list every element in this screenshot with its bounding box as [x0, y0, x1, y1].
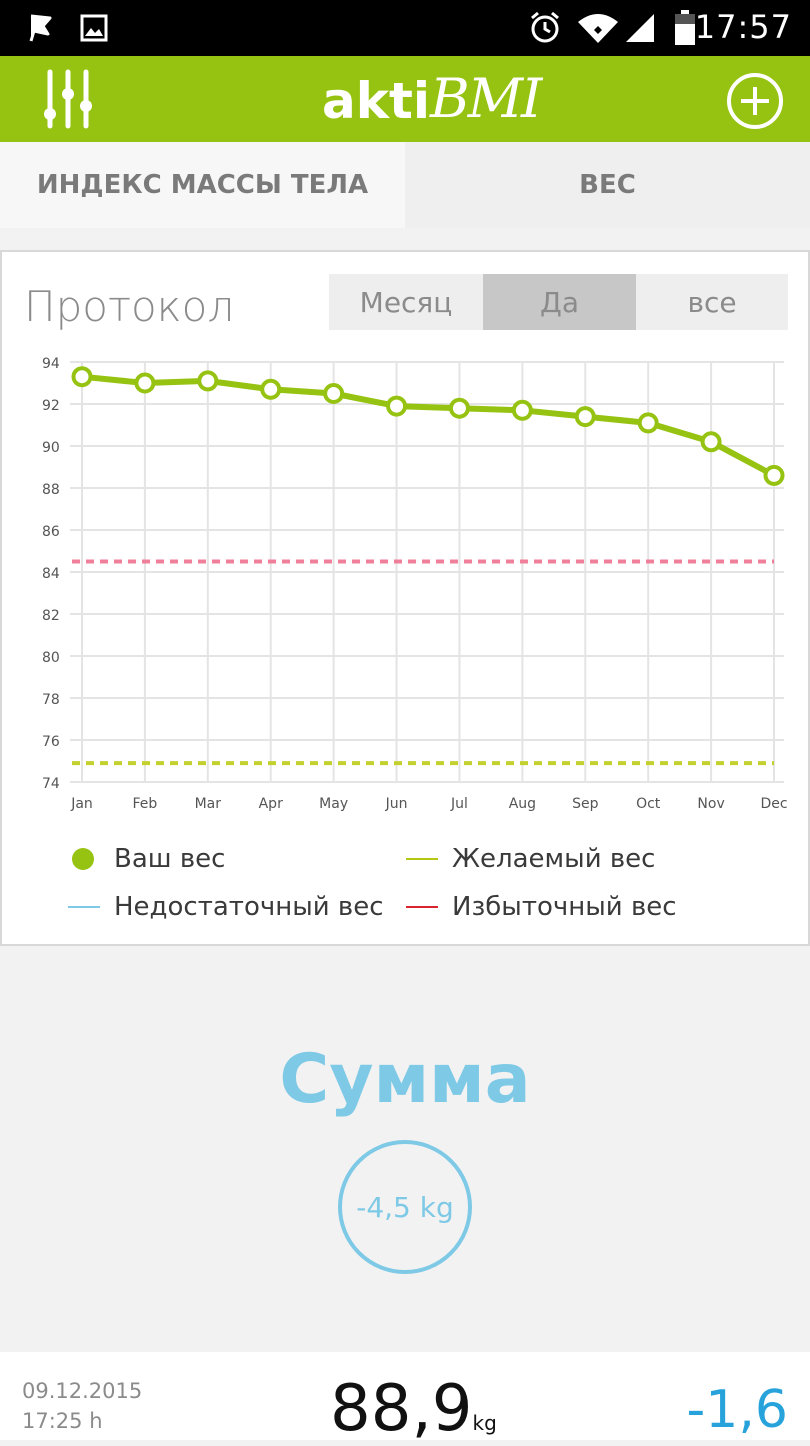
wifi-icon — [578, 14, 618, 43]
entry-weight: 88,9kg — [330, 1372, 497, 1446]
chart-title: Протокол — [24, 282, 235, 331]
data-point — [323, 383, 345, 404]
y-tick-label: 92 — [42, 398, 60, 414]
x-tick-label: Jul — [450, 796, 468, 812]
y-tick-label: 84 — [42, 566, 60, 582]
app-bar: akti BMI — [0, 56, 810, 142]
summary-title: Сумма — [279, 1040, 531, 1119]
range-all-button[interactable]: все — [636, 274, 788, 330]
entry-row[interactable]: 09.12.2015 17:25 h 88,9kg -1,6 — [0, 1352, 810, 1446]
x-tick-label: Nov — [697, 796, 724, 812]
x-tick-label: Aug — [509, 796, 536, 812]
summary-panel: Сумма -4,5 kg — [0, 980, 810, 1320]
y-tick-label: 88 — [42, 482, 60, 498]
legend-label: Желаемый вес — [452, 844, 656, 874]
x-tick-label: Mar — [195, 796, 222, 812]
app-logo: akti BMI — [322, 67, 542, 130]
data-point — [574, 406, 596, 428]
legend-line-icon — [406, 858, 438, 860]
x-tick-label: Feb — [133, 796, 158, 812]
y-tick-label: 90 — [42, 440, 60, 456]
y-tick-label: 82 — [42, 608, 60, 624]
x-tick-label: Oct — [636, 796, 661, 812]
data-point — [134, 372, 156, 394]
x-tick-label: Jun — [385, 796, 408, 812]
legend-overweight: Избыточный вес — [406, 892, 677, 922]
legend-label: Ваш вес — [114, 844, 226, 874]
logo-italic: BMI — [430, 67, 542, 130]
y-tick-label: 76 — [42, 734, 60, 750]
legend-underweight: Недостаточный вес — [68, 892, 384, 922]
data-point — [511, 399, 533, 421]
range-year-button[interactable]: Да — [483, 274, 636, 330]
summary-total-badge: -4,5 kg — [338, 1140, 472, 1274]
alarm-icon — [531, 11, 559, 43]
tab-bmi[interactable]: ИНДЕКС МАССЫ ТЕЛА — [0, 142, 405, 228]
x-tick-label: Dec — [760, 796, 787, 812]
plus-circle-icon[interactable] — [726, 72, 784, 130]
y-tick-label: 74 — [42, 776, 60, 792]
status-bar: 17:57 — [0, 0, 810, 56]
y-tick-label: 78 — [42, 692, 60, 708]
entry-date: 09.12.2015 — [22, 1379, 143, 1403]
data-point — [448, 397, 470, 419]
legend-target-weight: Желаемый вес — [406, 844, 655, 874]
status-time: 17:57 — [694, 8, 792, 46]
entry-delta: -1,6 — [686, 1380, 788, 1440]
legend-dot-icon — [72, 848, 94, 870]
data-point — [260, 378, 282, 400]
chart-card: Протокол Месяц Да все 74 76 78 80 82 84 86 88 90… — [0, 250, 810, 946]
y-tick-label: 80 — [42, 650, 60, 666]
data-point — [763, 464, 785, 486]
legend-line-icon — [68, 906, 100, 908]
data-point — [197, 370, 219, 392]
y-tick-label: 94 — [42, 356, 60, 372]
x-tick-label: May — [319, 796, 348, 812]
logo-bold: akti — [322, 72, 431, 130]
x-tick-label: Sep — [572, 796, 599, 812]
tab-weight[interactable]: ВЕС — [579, 170, 636, 200]
data-point — [637, 412, 659, 434]
entry-weight-unit: kg — [472, 1411, 497, 1435]
data-point — [700, 431, 722, 453]
entry-weight-value: 88,9 — [330, 1372, 473, 1446]
legend-label: Недостаточный вес — [114, 892, 384, 922]
range-month-button[interactable]: Месяц — [329, 274, 483, 330]
data-point — [71, 366, 93, 388]
weight-chart: 74 76 78 80 82 84 86 88 90 92 94 Jan Feb Mar Apr May Jun… — [42, 356, 788, 812]
signal-icon — [626, 14, 654, 42]
x-tick-label: Jan — [70, 796, 93, 812]
series-line-your-weight — [81, 373, 776, 479]
entry-time: 17:25 h — [22, 1409, 103, 1433]
tab-bar: ИНДЕКС МАССЫ ТЕЛА ВЕС — [0, 142, 810, 228]
y-tick-label: 86 — [42, 524, 60, 540]
sliders-icon[interactable] — [40, 68, 96, 130]
legend-your-weight: Ваш вес — [72, 844, 225, 874]
data-point — [386, 395, 408, 417]
flag-icon — [29, 14, 52, 42]
summary-total: -4,5 kg — [356, 1190, 454, 1224]
entry-datetime: 09.12.2015 17:25 h — [22, 1376, 142, 1436]
image-icon — [80, 14, 108, 42]
legend-line-icon — [406, 906, 438, 908]
battery-icon — [675, 10, 695, 45]
x-tick-label: Apr — [259, 796, 283, 812]
legend-label: Избыточный вес — [452, 892, 677, 922]
